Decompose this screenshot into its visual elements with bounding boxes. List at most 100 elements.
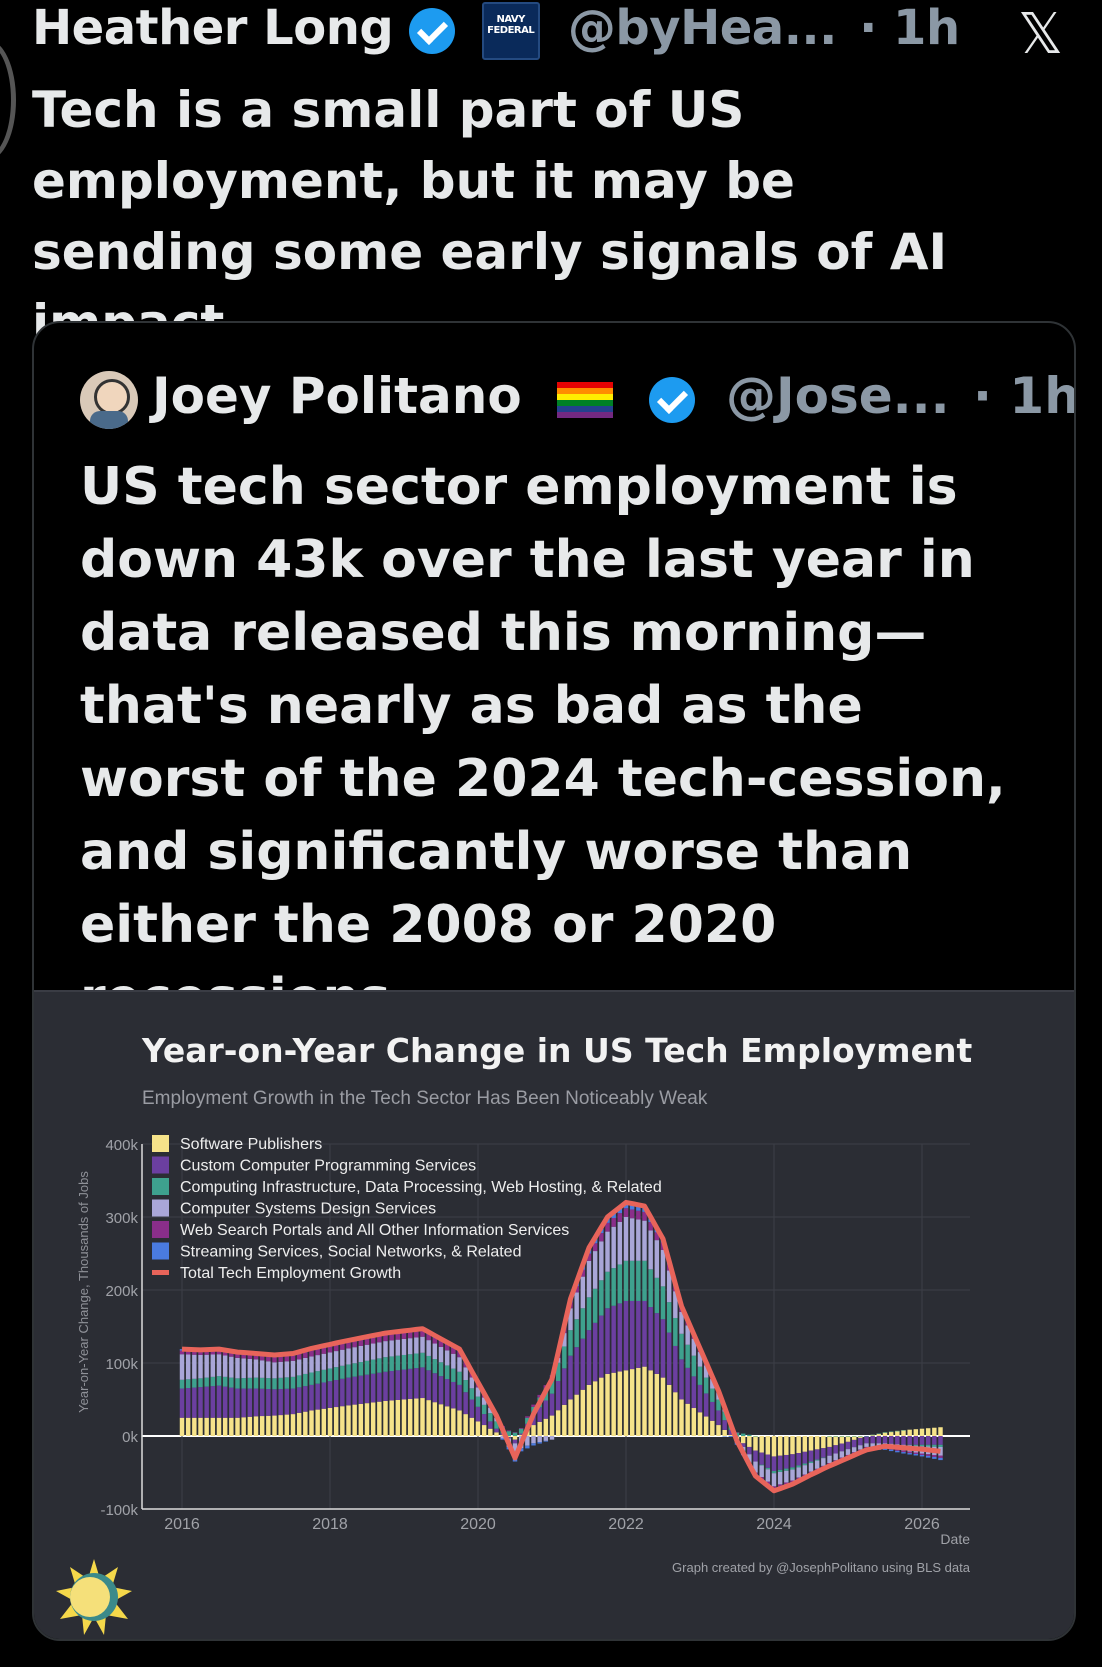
bar-segment (685, 1367, 690, 1404)
bar-segment (648, 1269, 653, 1308)
author-handle[interactable]: @byHea... (567, 0, 837, 56)
legend-swatch (152, 1135, 169, 1152)
bar-segment (235, 1417, 240, 1436)
bar-segment (531, 1436, 536, 1444)
bar-segment (740, 1443, 746, 1447)
bar-segment (481, 1425, 487, 1436)
bar-segment (697, 1366, 703, 1385)
bar-segment (654, 1373, 660, 1436)
bar-segment (222, 1351, 228, 1356)
bar-segment (845, 1436, 851, 1442)
bar-segment (426, 1370, 431, 1401)
bar-segment (229, 1417, 234, 1436)
bar-segment (451, 1368, 456, 1382)
bar-segment (728, 1436, 734, 1437)
bar-segment (568, 1399, 573, 1436)
bar-segment (660, 1249, 666, 1287)
bar-segment (574, 1319, 579, 1348)
bar-segment (475, 1396, 481, 1407)
bar-segment (216, 1385, 222, 1418)
x-axis-label: Date (940, 1531, 970, 1547)
bar-segment (580, 1269, 586, 1277)
bar-segment (919, 1444, 925, 1447)
bar-segment (784, 1454, 789, 1469)
bar-segment (666, 1384, 672, 1436)
bar-segment (876, 1433, 882, 1436)
bar-segment (617, 1221, 623, 1265)
bar-segment (216, 1376, 222, 1386)
bar-segment (185, 1388, 191, 1418)
bar-segment (592, 1243, 598, 1252)
bar-segment (907, 1444, 912, 1446)
bar-segment (333, 1351, 339, 1368)
bar-segment (623, 1300, 629, 1371)
bar-segment (549, 1393, 555, 1416)
bar-segment (666, 1332, 672, 1385)
bar-segment (592, 1251, 598, 1289)
bar-segment (808, 1450, 814, 1462)
bar-segment (444, 1365, 450, 1380)
bar-segment (204, 1354, 209, 1378)
bar-segment (555, 1381, 561, 1411)
bar-segment (648, 1222, 653, 1231)
bar-segment (185, 1379, 191, 1389)
bar-segment (346, 1377, 351, 1406)
bar-segment (278, 1389, 283, 1416)
tweet-time[interactable]: · 1h (859, 0, 960, 56)
quoted-author-avatar[interactable] (80, 370, 138, 429)
bar-segment (901, 1430, 906, 1431)
quoted-tweet-time[interactable]: · 1h (973, 367, 1076, 425)
quoted-author-name[interactable]: Joey Politano (152, 367, 522, 425)
bar-segment (759, 1436, 764, 1453)
bar-segment (315, 1371, 320, 1384)
bar-segment (716, 1399, 721, 1411)
bar-segment (796, 1465, 801, 1468)
bar-segment (506, 1431, 512, 1436)
y-tick-label: 0k (122, 1429, 138, 1446)
bar-segment (543, 1440, 549, 1442)
chart-image[interactable]: Year-on-Year Change in US Tech Employmen… (34, 990, 1074, 1639)
bar-segment (259, 1388, 265, 1417)
bar-segment (845, 1449, 851, 1455)
bar-segment (771, 1473, 777, 1487)
bar-segment (512, 1436, 518, 1440)
tweet-header: Heather Long NAVY FEDERAL @byHea... · 1h (32, 0, 960, 60)
author-avatar[interactable] (0, 40, 16, 160)
quoted-tweet-card[interactable]: Joey Politano @Jose... · 1h US tech sect… (32, 321, 1076, 1641)
bar-segment (648, 1370, 653, 1436)
bar-segment (864, 1436, 869, 1437)
bar-segment (444, 1406, 450, 1436)
bar-segment (870, 1443, 875, 1447)
x-logo-icon[interactable]: 𝕏 (1018, 2, 1064, 67)
bar-segment (895, 1450, 900, 1453)
bar-segment (617, 1371, 623, 1436)
bar-segment (488, 1407, 493, 1414)
bar-segment (377, 1372, 382, 1402)
bar-segment (901, 1450, 906, 1453)
affiliation-badge-icon[interactable]: NAVY FEDERAL (481, 2, 540, 60)
quoted-author-handle[interactable]: @Jose... (726, 367, 950, 425)
bar-segment (629, 1209, 635, 1219)
bar-segment (549, 1436, 555, 1440)
bar-segment (432, 1373, 438, 1403)
bar-segment (827, 1455, 832, 1464)
bar-segment (580, 1276, 586, 1309)
bar-segment (790, 1454, 795, 1468)
bar-segment (679, 1311, 684, 1334)
bar-segment (296, 1375, 302, 1388)
bar-segment (266, 1389, 271, 1416)
bar-segment (457, 1371, 462, 1385)
bar-segment (907, 1451, 912, 1454)
bar-segment (907, 1429, 912, 1436)
bar-segment (592, 1322, 598, 1382)
author-name[interactable]: Heather Long (32, 0, 394, 56)
bar-segment (438, 1376, 444, 1405)
bar-segment (771, 1471, 777, 1474)
bar-segment (666, 1270, 672, 1303)
bar-segment (796, 1436, 801, 1454)
bar-segment (525, 1417, 530, 1424)
bar-segment (636, 1260, 641, 1301)
bar-segment (333, 1380, 339, 1408)
bar-segment (488, 1421, 493, 1429)
legend-swatch (152, 1199, 169, 1217)
